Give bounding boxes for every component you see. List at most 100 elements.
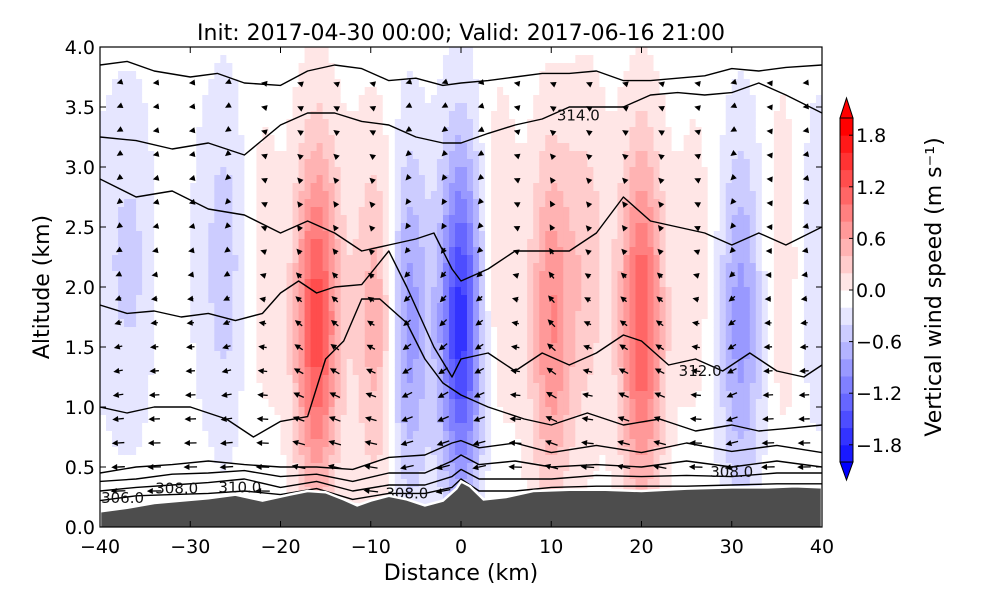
wind-cell <box>491 263 498 272</box>
wind-cell <box>527 407 534 416</box>
wind-cell <box>382 159 390 168</box>
wind-cell <box>340 383 348 392</box>
wind-cell <box>286 183 293 192</box>
wind-cell <box>430 279 438 288</box>
wind-cell <box>358 127 366 136</box>
wind-cell <box>238 183 245 192</box>
wind-cell <box>509 263 516 272</box>
wind-cell <box>250 95 257 104</box>
wind-cell <box>388 487 396 496</box>
wind-cell <box>406 455 414 464</box>
wind-cell <box>497 55 504 64</box>
wind-cell <box>430 151 438 160</box>
wind-cell <box>292 303 299 312</box>
wind-cell <box>551 279 558 288</box>
wind-cell <box>244 199 251 208</box>
wind-cell <box>515 239 522 248</box>
wind-cell <box>473 303 480 312</box>
wind-cell <box>214 399 221 408</box>
wind-cell <box>479 263 486 272</box>
wind-cell <box>106 439 113 448</box>
wind-cell <box>448 479 456 488</box>
wind-cell <box>256 423 263 432</box>
wind-cell <box>521 159 528 168</box>
wind-cell <box>298 319 305 328</box>
wind-cell <box>274 455 281 464</box>
wind-cell <box>503 311 510 320</box>
wind-cell <box>106 119 113 128</box>
wind-cell <box>118 231 125 240</box>
wind-cell <box>184 207 191 216</box>
wind-cell <box>358 407 366 416</box>
wind-cell <box>442 335 450 344</box>
wind-cell <box>340 167 348 176</box>
wind-cell <box>304 279 311 288</box>
wind-cell <box>509 295 516 304</box>
wind-cell <box>364 351 372 360</box>
wind-cell <box>166 55 173 64</box>
wind-cell <box>394 367 402 376</box>
wind-cell <box>178 159 185 168</box>
wind-cell <box>461 95 468 104</box>
wind-cell <box>268 191 275 200</box>
wind-cell <box>160 271 167 280</box>
wind-cell <box>238 407 245 416</box>
wind-cell <box>491 455 498 464</box>
wind-cell <box>503 255 510 264</box>
wind-cell <box>274 447 281 456</box>
wind-cell <box>497 351 504 360</box>
wind-cell <box>346 471 354 480</box>
wind-cell <box>527 119 534 128</box>
wind-cell <box>136 135 143 144</box>
wind-cell <box>214 415 221 424</box>
wind-cell <box>473 471 480 480</box>
wind-cell <box>400 63 408 72</box>
wind-cell <box>316 159 324 168</box>
wind-cell <box>196 455 203 464</box>
wind-cell <box>310 111 317 120</box>
wind-cell <box>599 111 606 120</box>
wind-cell <box>575 175 582 184</box>
wind-cell <box>418 255 426 264</box>
wind-cell <box>430 159 438 168</box>
wind-cell <box>274 135 281 144</box>
wind-cell <box>274 375 281 384</box>
wind-cell <box>418 215 426 224</box>
wind-cell <box>436 151 444 160</box>
wind-cell <box>454 127 462 136</box>
wind-cell <box>430 207 438 216</box>
wind-cell <box>328 367 336 376</box>
wind-cell <box>214 55 221 64</box>
wind-cell <box>286 327 293 336</box>
wind-cell <box>142 343 149 352</box>
wind-cell <box>244 255 251 264</box>
wind-cell <box>473 271 480 280</box>
wind-cell <box>154 255 161 264</box>
wind-cell <box>545 119 552 128</box>
wind-cell <box>382 127 390 136</box>
wind-cell <box>124 263 131 272</box>
wind-cell <box>286 295 293 304</box>
wind-cell <box>346 295 354 304</box>
wind-cell <box>178 87 185 96</box>
wind-cell <box>473 183 480 192</box>
wind-cell <box>473 191 480 200</box>
wind-cell <box>250 367 257 376</box>
wind-cell <box>448 279 456 288</box>
wind-cell <box>100 111 107 120</box>
wind-cell <box>304 199 311 208</box>
wind-cell <box>280 391 287 400</box>
wind-cell <box>106 399 113 408</box>
wind-cell <box>304 119 311 128</box>
wind-cell <box>226 119 233 128</box>
wind-cell <box>424 143 432 152</box>
wind-cell <box>208 407 215 416</box>
wind-cell <box>551 447 558 456</box>
wind-cell <box>118 503 125 512</box>
wind-cell <box>509 87 516 96</box>
wind-cell <box>316 215 324 224</box>
wind-cell <box>418 287 426 296</box>
wind-cell <box>172 303 179 312</box>
wind-cell <box>467 415 474 424</box>
wind-cell <box>220 183 227 192</box>
